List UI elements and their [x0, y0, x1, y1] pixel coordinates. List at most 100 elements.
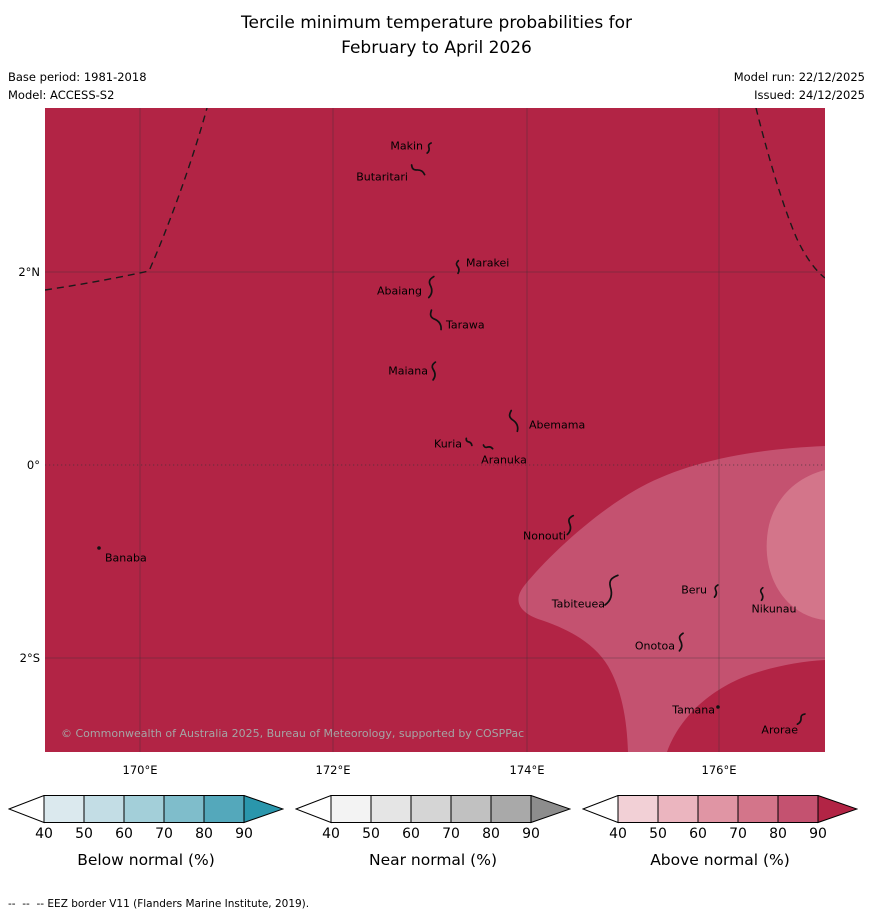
run-info: Model run: 22/12/2025 Issued: 24/12/2025 — [734, 68, 865, 104]
title-line1: Tercile minimum temperature probabilitie… — [240, 13, 633, 33]
island-marker-nonouti — [566, 514, 575, 536]
island-label-onotoa: Onotoa — [634, 639, 675, 653]
colorbar-arrow-right — [817, 795, 858, 824]
island-marker-maiana — [431, 361, 437, 381]
island-label-marakei: Marakei — [466, 256, 510, 270]
eez-border-right — [755, 108, 825, 279]
map-canvas — [45, 108, 825, 752]
legend-below-normal: 40 50 60 70 80 90 Below normal (%) — [8, 795, 284, 869]
colorbar-tick-label: 40 — [35, 826, 53, 842]
title-line2: February to April 2026 — [341, 38, 532, 58]
island-label-banaba: Banaba — [105, 551, 147, 565]
colorbar-tick-label: 90 — [809, 826, 827, 842]
colorbar-box — [83, 795, 125, 823]
colorbar-box — [203, 795, 245, 823]
island-label-maiana: Maiana — [388, 364, 428, 378]
colorbar-arrow-left — [295, 795, 332, 824]
model-name-text: Model: ACCESS-S2 — [8, 88, 115, 102]
island-label-beru: Beru — [681, 583, 707, 597]
island-label-butaritari: Butaritari — [356, 170, 408, 184]
island-label-makin: Makin — [390, 139, 423, 153]
island-label-nikunau: Nikunau — [751, 602, 797, 616]
lat-tick-label: 0° — [26, 458, 40, 472]
colorbar-near — [295, 795, 571, 824]
colorbar-box — [777, 795, 819, 823]
colorbar-above — [582, 795, 858, 824]
colorbar-box — [123, 795, 165, 823]
colorbar-box — [370, 795, 412, 823]
island-marker-arorae — [796, 713, 806, 726]
lat-tick-label: 2°N — [18, 265, 40, 279]
island-label-arorae: Arorae — [761, 723, 798, 737]
island-marker-tabiteuea — [604, 574, 619, 606]
colorbar-tick-label: 70 — [729, 826, 747, 842]
island-marker-abemama — [508, 409, 519, 433]
colorbar-tick-label: 50 — [362, 826, 380, 842]
colorbar-tick-label: 60 — [402, 826, 420, 842]
legend-above-normal: 40 50 60 70 80 90 Above normal (%) — [582, 795, 858, 869]
base-period-text: Base period: 1981-2018 — [8, 70, 147, 84]
colorbar-tick-label: 80 — [482, 826, 500, 842]
colorbar-tick-label: 40 — [609, 826, 627, 842]
island-marker-marakei — [455, 259, 460, 275]
colorbar-arrow-right — [530, 795, 571, 824]
legend-title-below: Below normal (%) — [77, 851, 215, 869]
legend-title-near: Near normal (%) — [369, 851, 497, 869]
colorbar-box — [163, 795, 205, 823]
colorbar-box — [617, 795, 659, 823]
map-copyright: © Commonwealth of Australia 2025, Bureau… — [61, 727, 525, 740]
island-marker-makin — [426, 142, 432, 154]
colorbar-tick-label: 40 — [322, 826, 340, 842]
island-marker-onotoa — [678, 632, 684, 652]
colorbar-tick-label: 80 — [769, 826, 787, 842]
island-label-tarawa: Tarawa — [446, 318, 485, 332]
island-label-abemama: Abemama — [529, 418, 586, 432]
colorbar-tick-label: 50 — [649, 826, 667, 842]
colorbar-tick-label: 60 — [115, 826, 133, 842]
island-marker-butaritari — [410, 164, 426, 176]
colorbar-box — [737, 795, 779, 823]
prob-region-mid — [518, 446, 825, 752]
island-markers — [97, 142, 806, 726]
island-marker-kuria — [465, 437, 473, 447]
prob-region-light — [766, 470, 825, 620]
colorbar-box — [330, 795, 372, 823]
lon-tick-label: 176°E — [701, 763, 737, 777]
issued-text: Issued: 24/12/2025 — [754, 88, 865, 102]
gridlines — [45, 108, 825, 752]
model-info: Base period: 1981-2018 Model: ACCESS-S2 — [8, 68, 147, 104]
eez-note: -- -- -- EEZ border V11 (Flanders Marine… — [8, 898, 310, 910]
colorbar-box — [697, 795, 739, 823]
colorbar-tick-label: 90 — [522, 826, 540, 842]
colorbar-tick-label: 70 — [442, 826, 460, 842]
colorbar-box — [410, 795, 452, 823]
island-marker-aranuka — [482, 444, 494, 450]
lat-tick-label: 2°S — [19, 651, 40, 665]
colorbar-tick-label: 90 — [235, 826, 253, 842]
island-label-abaiang: Abaiang — [377, 284, 422, 298]
lon-tick-label: 170°E — [122, 763, 158, 777]
colorbar-tick-label: 80 — [195, 826, 213, 842]
colorbar-box — [657, 795, 699, 823]
island-marker-abaiang — [427, 275, 435, 299]
colorbar-box — [490, 795, 532, 823]
page-title: Tercile minimum temperature probabilitie… — [0, 11, 873, 61]
colorbar-box — [450, 795, 492, 823]
colorbar-arrow-left — [582, 795, 619, 824]
colorbar-ticks-near: 40 50 60 70 80 90 — [295, 826, 571, 843]
island-label-kuria: Kuria — [434, 437, 462, 451]
colorbar-tick-label: 70 — [155, 826, 173, 842]
colorbar-ticks-above: 40 50 60 70 80 90 — [582, 826, 858, 843]
colorbar-arrow-left — [8, 795, 45, 824]
island-marker-tamana — [716, 705, 720, 709]
colorbar-below — [8, 795, 284, 824]
island-marker-beru — [713, 584, 719, 598]
eez-border-left — [45, 108, 208, 291]
eez-border-lines — [45, 108, 825, 291]
island-label-tabiteuea: Tabiteuea — [551, 597, 605, 611]
island-marker-tarawa — [429, 309, 442, 331]
island-marker-banaba — [97, 546, 101, 550]
